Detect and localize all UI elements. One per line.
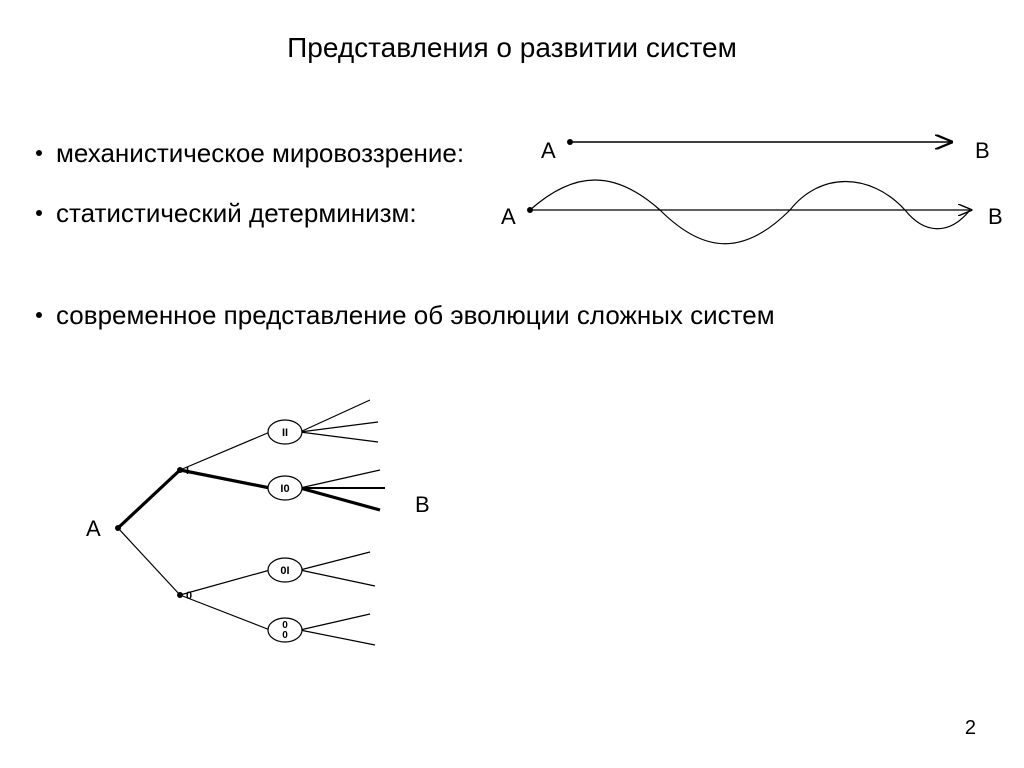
wave-label-a: A xyxy=(501,204,516,230)
diagram-tree: I0III00I00 xyxy=(80,370,440,670)
diagram-wave xyxy=(0,0,1024,300)
svg-text:II: II xyxy=(282,427,288,439)
bullet-3: современное представление об эволюции сл… xyxy=(36,300,775,331)
tree-label-b: B xyxy=(415,492,430,518)
bullet-dot-icon xyxy=(36,312,42,318)
svg-text:0I: 0I xyxy=(280,565,289,577)
page-number: 2 xyxy=(965,717,976,740)
svg-text:0: 0 xyxy=(282,630,288,641)
wave-label-b: B xyxy=(988,204,1003,230)
tree-label-a: A xyxy=(86,516,101,542)
bullet-3-text: современное представление об эволюции сл… xyxy=(56,300,775,330)
svg-text:I0: I0 xyxy=(280,483,289,495)
